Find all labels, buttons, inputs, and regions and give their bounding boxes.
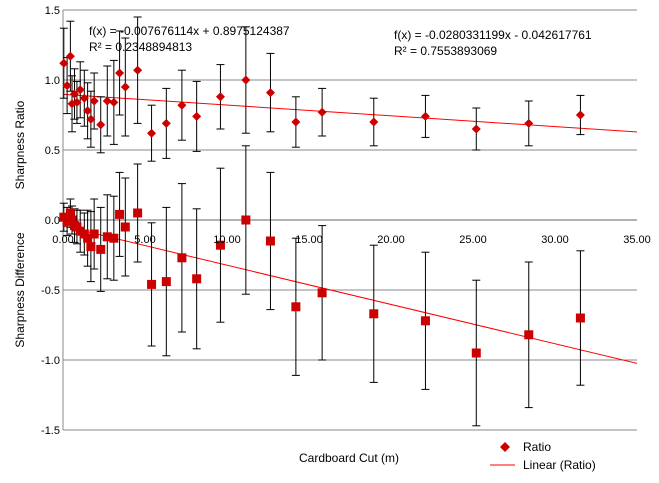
- data-point-diamond: [102, 96, 112, 106]
- trendline: [62, 93, 638, 133]
- data-point-square: [109, 233, 119, 243]
- data-point-square: [115, 209, 125, 219]
- data-point-diamond: [317, 107, 327, 117]
- trend-layer: [62, 93, 638, 364]
- y-tick-label: 1.0: [45, 75, 60, 87]
- data-point-diamond: [65, 51, 75, 61]
- x-tick-label: 15.00: [295, 234, 323, 246]
- x-tick-label: 5.00: [134, 234, 155, 246]
- data-point-square: [86, 242, 96, 252]
- tick-layer: 1.5 1.0 0.5 0.0 -0.5 -1.0 -1.5 0.00 5.00 10.00 15.…: [41, 5, 651, 437]
- fit-equation-lower: f(x) = -0.0280331199x - 0.042617761: [394, 28, 592, 42]
- data-point-diamond: [62, 81, 72, 91]
- data-point-diamond: [120, 82, 130, 92]
- y-tick-label: 0.0: [45, 215, 60, 227]
- data-point-diamond: [86, 114, 96, 124]
- data-point-square: [471, 348, 481, 358]
- data-point-diamond: [83, 106, 93, 116]
- y-axis-label-lower: Sharpness Difference: [13, 232, 27, 348]
- x-tick-label: 30.00: [541, 234, 569, 246]
- data-point-diamond: [420, 111, 430, 121]
- data-point-diamond: [79, 93, 89, 103]
- data-point-square: [192, 274, 202, 284]
- data-point-diamond: [147, 128, 157, 138]
- legend-label-ratio: Ratio: [523, 440, 551, 454]
- data-point-square: [420, 316, 430, 326]
- data-point-square: [96, 244, 106, 254]
- data-point-diamond: [215, 92, 225, 102]
- data-point-square: [65, 208, 75, 218]
- data-point-diamond: [115, 68, 125, 78]
- data-point-diamond: [75, 85, 85, 95]
- y-tick-label: -1.0: [41, 355, 60, 367]
- data-point-diamond: [265, 88, 275, 98]
- y-axis-label-upper: Sharpness Ratio: [13, 100, 27, 189]
- fit-equation-upper: f(x) = -0.007676114x + 0.8975124387: [89, 24, 290, 38]
- data-point-square: [83, 233, 93, 243]
- data-point-square: [369, 309, 379, 319]
- y-tick-label: -1.5: [41, 425, 60, 437]
- legend-diamond-icon: [500, 442, 510, 452]
- data-point-diamond: [109, 97, 119, 107]
- data-point-diamond: [89, 96, 99, 106]
- data-point-square: [102, 232, 112, 242]
- data-point-square: [62, 216, 72, 226]
- x-axis-label: Cardboard Cut (m): [299, 451, 399, 465]
- data-point-diamond: [524, 118, 534, 128]
- trendline: [62, 225, 638, 364]
- data-point-diamond: [471, 124, 481, 134]
- fit-r2-upper: R² = 0.2348894813: [89, 40, 192, 54]
- data-point-square: [317, 288, 327, 298]
- data-point-diamond: [575, 110, 585, 120]
- data-point-diamond: [192, 111, 202, 121]
- x-tick-label: 35.00: [623, 234, 651, 246]
- marker-layer: [59, 51, 585, 358]
- x-tick-label: 10.00: [213, 234, 241, 246]
- data-point-diamond: [291, 117, 301, 127]
- y-tick-label: -0.5: [41, 285, 60, 297]
- data-point-diamond: [96, 120, 106, 130]
- data-point-square: [291, 302, 301, 312]
- data-point-diamond: [69, 89, 79, 99]
- legend: Ratio Linear (Ratio): [490, 440, 596, 472]
- data-point-square: [177, 253, 187, 263]
- y-tick-label: 0.5: [45, 145, 60, 157]
- fit-r2-lower: R² = 0.7553893069: [394, 44, 497, 58]
- data-point-square: [265, 236, 275, 246]
- data-point-diamond: [241, 75, 251, 85]
- y-tick-label: 1.5: [45, 5, 60, 17]
- data-point-diamond: [133, 65, 143, 75]
- x-tick-label: 25.00: [459, 234, 487, 246]
- data-point-square: [120, 222, 130, 232]
- data-point-square: [161, 277, 171, 287]
- data-point-square: [524, 330, 534, 340]
- data-point-square: [147, 279, 157, 289]
- legend-label-linear: Linear (Ratio): [523, 458, 596, 472]
- data-point-diamond: [59, 58, 69, 68]
- error-layer: [59, 16, 585, 427]
- data-point-diamond: [161, 118, 171, 128]
- data-point-diamond: [72, 97, 82, 107]
- grid-layer: [62, 9, 637, 431]
- data-point-square: [215, 240, 225, 250]
- data-point-square: [89, 229, 99, 239]
- data-point-square: [67, 215, 77, 225]
- data-point-diamond: [177, 100, 187, 110]
- x-tick-label: 20.00: [377, 234, 405, 246]
- data-point-square: [133, 208, 143, 218]
- data-point-square: [575, 313, 585, 323]
- data-point-diamond: [369, 117, 379, 127]
- data-point-square: [241, 215, 251, 225]
- x-tick-label: 0.00: [52, 234, 73, 246]
